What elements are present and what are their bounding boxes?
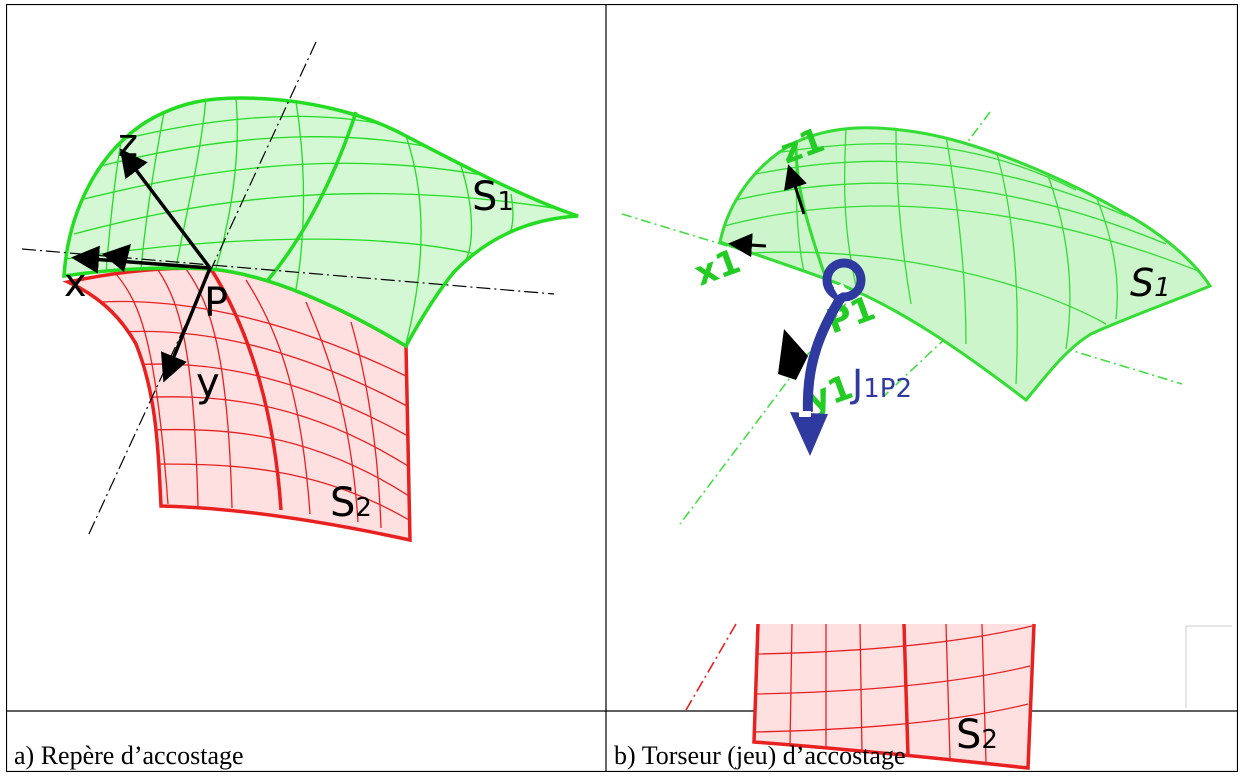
- z-axis-arrow: [119, 148, 212, 270]
- label-s1-b: S1: [1130, 261, 1171, 305]
- label-z: z: [118, 121, 138, 165]
- y-axis-arrow: [160, 267, 212, 383]
- y1-arrow-shadow: [778, 329, 808, 380]
- x-axis-arrow: [71, 245, 211, 274]
- surface-s2: [62, 266, 412, 543]
- label-y: y: [196, 360, 220, 406]
- surface-s1: [62, 96, 579, 349]
- faint-frame-edge: [1185, 625, 1232, 708]
- surface-s1-b: [718, 126, 1213, 403]
- x-arrow-head-shadow: [102, 244, 131, 272]
- surface-s2-b: [752, 623, 1036, 770]
- label-x: x: [64, 261, 87, 305]
- caption-panel-a: a) Repère d’accostage: [14, 741, 244, 770]
- s2-axis-b: [685, 623, 737, 711]
- frame-arrows: [71, 148, 212, 383]
- figure-table: z x y P S1 S2: [6, 4, 1238, 772]
- table-border: [6, 4, 1238, 772]
- label-s2-b: S2: [956, 712, 998, 758]
- panel-a-diagram: z x y P S1 S2: [21, 41, 579, 543]
- label-j1p2: J1P2: [850, 362, 912, 406]
- caption-panel-b: b) Torseur (jeu) d’accostage: [614, 741, 906, 770]
- panel-b-diagram: z1 x1 P1 y1 J1P2 S1: [621, 111, 1232, 770]
- label-s1: S1: [472, 174, 514, 220]
- torsor-arrow: [790, 258, 866, 456]
- label-p: P: [204, 280, 228, 326]
- label-s2: S2: [330, 480, 372, 526]
- frame-arrows-b: [728, 164, 807, 258]
